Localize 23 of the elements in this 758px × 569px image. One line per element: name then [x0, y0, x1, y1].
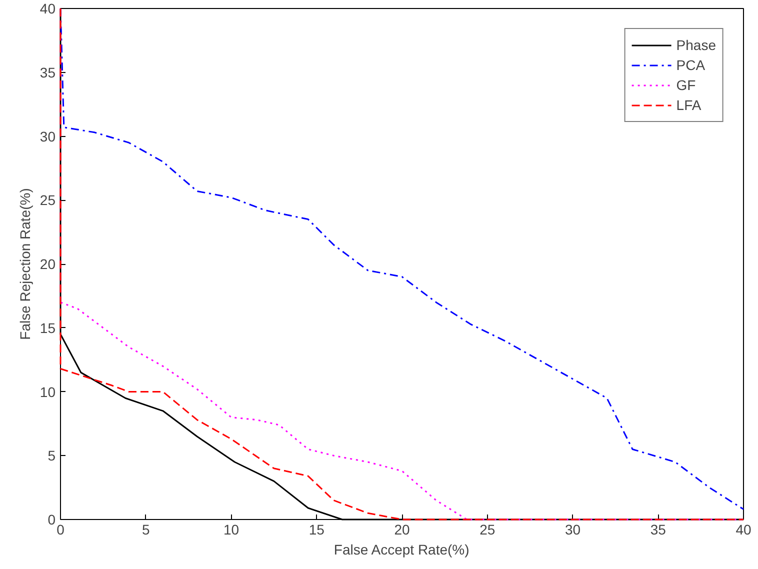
legend-label: GF: [676, 77, 696, 93]
legend-label: Phase: [676, 37, 716, 53]
y-tick-label: 35: [40, 64, 56, 80]
x-tick-label: 5: [142, 522, 150, 538]
y-tick-label: 5: [48, 448, 56, 464]
legend-label: PCA: [676, 57, 706, 73]
x-tick-label: 15: [308, 522, 325, 538]
y-tick-label: 0: [48, 512, 56, 528]
y-tick-label: 25: [40, 192, 56, 208]
y-tick-label: 20: [40, 256, 56, 272]
x-tick-label: 25: [480, 522, 496, 538]
y-tick-label: 30: [40, 128, 56, 144]
y-tick-label: 40: [40, 0, 56, 16]
x-tick-label: 40: [736, 522, 752, 538]
x-axis-title: False Accept Rate(%): [334, 542, 470, 558]
x-tick-label: 30: [564, 522, 581, 538]
legend-label: LFA: [676, 97, 702, 113]
x-tick-label: 20: [394, 522, 410, 538]
x-tick-label: 35: [650, 522, 666, 538]
y-tick-label: 15: [40, 320, 56, 336]
x-tick-label: 10: [223, 522, 240, 538]
y-tick-label: 10: [40, 384, 56, 400]
y-axis-title: False Rejection Rate(%): [16, 188, 33, 340]
